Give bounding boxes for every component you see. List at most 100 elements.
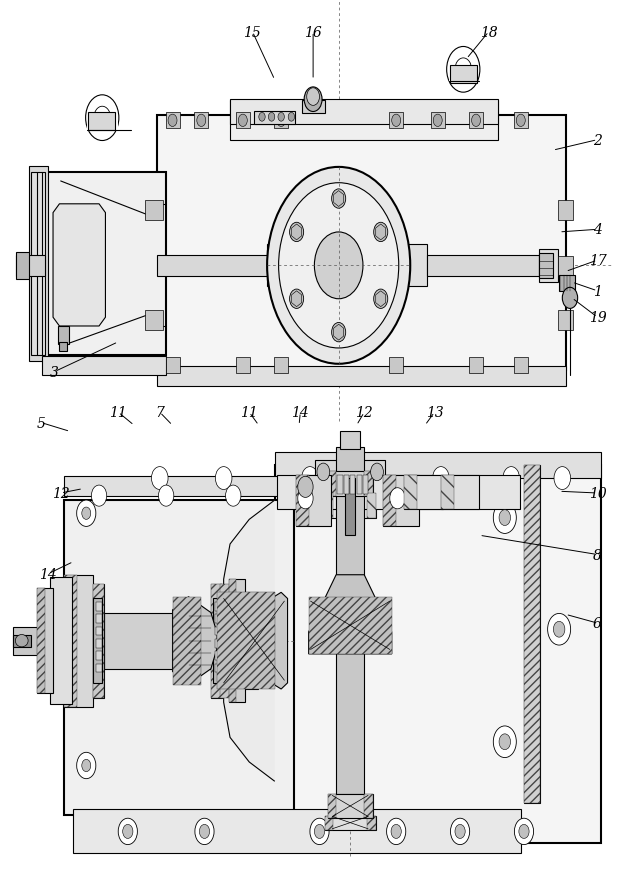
Circle shape <box>277 115 286 127</box>
Bar <box>93 599 102 683</box>
Bar <box>431 113 445 129</box>
Bar <box>254 112 295 125</box>
Circle shape <box>450 818 470 845</box>
Circle shape <box>433 115 442 127</box>
Bar <box>13 627 50 655</box>
Bar <box>96 602 102 611</box>
Bar <box>96 639 102 648</box>
Bar <box>357 475 362 494</box>
Bar <box>16 255 45 277</box>
Bar <box>514 357 528 373</box>
Text: 6: 6 <box>593 616 602 630</box>
Circle shape <box>302 467 318 490</box>
Circle shape <box>304 88 322 112</box>
Bar <box>336 650 364 795</box>
Bar <box>157 116 566 371</box>
Bar <box>215 639 221 648</box>
Text: 8: 8 <box>593 548 602 562</box>
Bar <box>275 452 601 479</box>
Circle shape <box>226 486 241 507</box>
Polygon shape <box>173 597 217 685</box>
Bar <box>274 357 288 373</box>
Bar <box>514 113 528 129</box>
Bar <box>449 70 478 82</box>
Circle shape <box>554 467 571 490</box>
Bar <box>50 578 72 704</box>
Bar <box>328 471 336 496</box>
Bar <box>31 173 45 356</box>
Bar <box>29 167 48 362</box>
Bar <box>345 479 355 536</box>
Bar <box>87 120 118 131</box>
Circle shape <box>562 288 578 309</box>
Bar <box>328 794 336 818</box>
Bar <box>166 357 180 373</box>
Bar <box>404 476 443 509</box>
Bar <box>328 471 373 496</box>
Circle shape <box>514 818 534 845</box>
Circle shape <box>314 824 325 838</box>
Circle shape <box>199 824 210 838</box>
Circle shape <box>195 818 214 845</box>
Bar <box>559 276 575 291</box>
Bar <box>325 816 376 830</box>
Circle shape <box>238 115 247 127</box>
Bar <box>16 253 29 279</box>
Bar <box>344 475 349 494</box>
Bar <box>13 635 31 647</box>
Circle shape <box>288 113 295 122</box>
Bar <box>441 476 479 509</box>
Bar <box>230 101 498 140</box>
Bar <box>383 476 419 527</box>
Text: 2: 2 <box>593 133 602 148</box>
Circle shape <box>455 824 465 838</box>
Circle shape <box>289 223 304 242</box>
Circle shape <box>472 115 481 127</box>
Bar <box>173 597 201 685</box>
Circle shape <box>433 467 449 490</box>
Circle shape <box>289 290 304 309</box>
Circle shape <box>77 500 96 527</box>
Bar <box>157 255 268 277</box>
Bar <box>215 627 221 636</box>
Circle shape <box>158 486 174 507</box>
Circle shape <box>499 734 511 750</box>
Text: 1: 1 <box>593 284 602 299</box>
Text: 14: 14 <box>291 406 309 420</box>
Bar <box>145 311 163 330</box>
Circle shape <box>259 113 265 122</box>
Bar <box>524 465 540 803</box>
Bar <box>336 448 364 575</box>
Bar <box>325 493 376 518</box>
Bar <box>277 476 520 509</box>
Bar <box>408 245 427 287</box>
Bar <box>309 597 392 654</box>
Bar <box>96 664 102 673</box>
Bar <box>363 475 368 494</box>
Bar <box>93 584 104 698</box>
Bar <box>37 588 53 694</box>
Circle shape <box>298 477 313 498</box>
Bar <box>37 588 45 694</box>
Bar <box>524 465 540 803</box>
Text: 7: 7 <box>155 406 164 420</box>
Bar <box>558 311 573 330</box>
Text: 11: 11 <box>240 406 258 420</box>
Bar <box>213 599 220 683</box>
Bar <box>166 113 180 129</box>
Text: 18: 18 <box>480 25 498 40</box>
Bar <box>211 584 222 698</box>
Bar <box>42 356 166 376</box>
Bar <box>236 113 250 129</box>
Text: 4: 4 <box>593 223 602 237</box>
Bar <box>229 579 236 702</box>
Text: 3: 3 <box>50 365 59 379</box>
Text: 13: 13 <box>426 406 443 420</box>
Bar <box>337 475 343 494</box>
Circle shape <box>279 184 399 349</box>
Circle shape <box>94 107 111 130</box>
Bar <box>389 357 403 373</box>
Bar <box>215 664 221 673</box>
Bar <box>325 467 376 483</box>
Circle shape <box>499 510 511 526</box>
